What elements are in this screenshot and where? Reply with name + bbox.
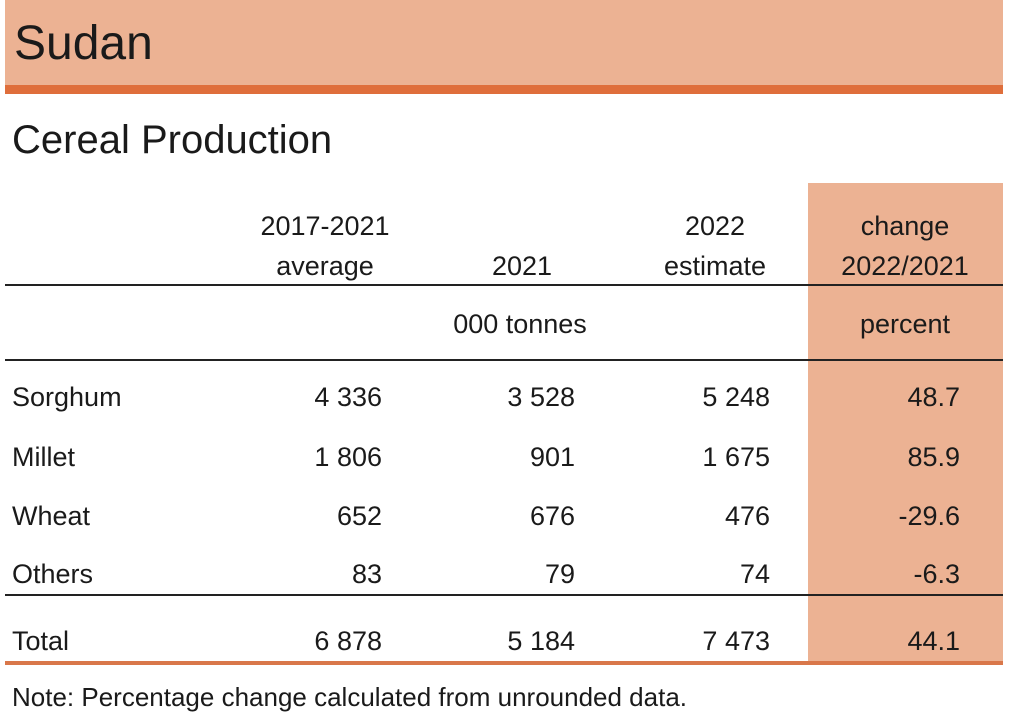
change-column-shade bbox=[808, 183, 1003, 663]
cell-change: -6.3 bbox=[913, 559, 960, 589]
cell-2021: 3 528 bbox=[507, 382, 575, 412]
cell-avg: 652 bbox=[336, 501, 382, 531]
row-label: Wheat bbox=[12, 501, 91, 531]
units-quantity: 000 tonnes bbox=[453, 309, 587, 339]
col-change-line1: change bbox=[860, 211, 950, 241]
cell-2022: 5 248 bbox=[702, 382, 770, 412]
cell-2022: 476 bbox=[724, 501, 770, 531]
col-avg-line2: average bbox=[276, 251, 374, 281]
cell-avg: 6 878 bbox=[314, 626, 382, 656]
header-divider bbox=[5, 284, 1003, 286]
cell-avg: 1 806 bbox=[314, 442, 382, 472]
cell-change: 85.9 bbox=[907, 442, 960, 472]
units-divider bbox=[5, 359, 1003, 361]
col-2022-line1: 2022 bbox=[684, 211, 746, 241]
row-label: Others bbox=[12, 559, 94, 589]
cell-2021: 79 bbox=[544, 559, 575, 589]
row-label: Sorghum bbox=[12, 382, 122, 412]
header-band bbox=[5, 0, 1003, 85]
country-title: Sudan bbox=[14, 17, 153, 70]
col-2022-line2: estimate bbox=[663, 251, 767, 281]
row-label: Total bbox=[12, 626, 70, 656]
header-accent-line bbox=[5, 85, 1003, 94]
cell-avg: 4 336 bbox=[314, 382, 382, 412]
cell-avg: 83 bbox=[351, 559, 382, 589]
col-avg-line1: 2017-2021 bbox=[260, 211, 390, 241]
total-divider bbox=[5, 594, 1003, 596]
table-bottom-line bbox=[5, 661, 1003, 665]
footnote: Note: Percentage change calculated from … bbox=[12, 682, 688, 712]
cell-change: -29.6 bbox=[898, 501, 960, 531]
cell-2021: 5 184 bbox=[507, 626, 575, 656]
cell-2021: 901 bbox=[529, 442, 575, 472]
cell-2022: 7 473 bbox=[702, 626, 770, 656]
units-change: percent bbox=[859, 309, 951, 339]
cell-2021: 676 bbox=[529, 501, 575, 531]
cell-2022: 74 bbox=[739, 559, 770, 589]
col-2021-line2: 2021 bbox=[491, 251, 553, 281]
col-change-line2: 2022/2021 bbox=[841, 251, 969, 281]
cell-change: 44.1 bbox=[907, 626, 960, 656]
table-title: Cereal Production bbox=[12, 118, 333, 162]
row-label: Millet bbox=[12, 442, 76, 472]
cell-change: 48.7 bbox=[907, 382, 960, 412]
cell-2022: 1 675 bbox=[702, 442, 770, 472]
